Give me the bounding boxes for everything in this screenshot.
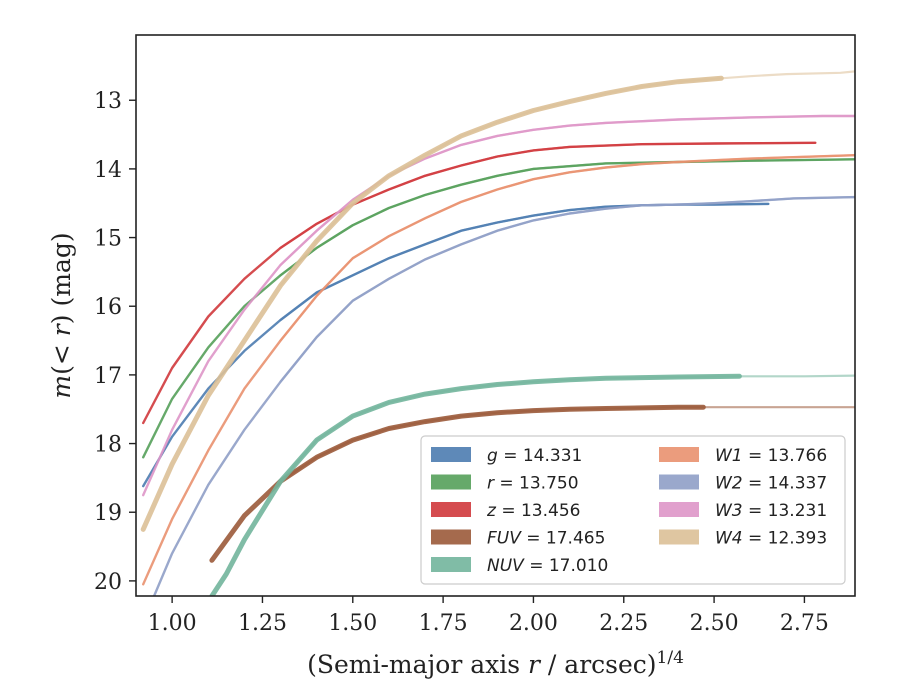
legend: g = 14.331 r = 13.750 z = 13.456 FUV = 17.4… <box>420 435 846 585</box>
series-w1 <box>142 154 855 586</box>
x-tick-label: 2.00 <box>509 611 558 636</box>
series-line-w1 <box>142 154 855 586</box>
legend-label: g = 14.331 <box>487 446 582 466</box>
x-tick-label: 2.25 <box>599 611 648 636</box>
y-tick-label: 20 <box>94 570 122 595</box>
legend-swatch <box>431 447 471 462</box>
legend-label: W4 = 12.393 <box>715 529 827 549</box>
series-line-nuv <box>209 373 742 596</box>
legend-item-w4: W4 = 12.393 <box>659 529 827 549</box>
y-tick-label: 17 <box>94 364 122 389</box>
legend-swatch <box>431 502 471 517</box>
series-line-w4 <box>140 75 724 532</box>
legend-item-nuv: NUV = 17.010 <box>431 556 608 576</box>
series-line-w2 <box>152 195 855 596</box>
legend-swatch <box>431 557 471 572</box>
series-line-w3 <box>142 114 855 497</box>
legend-frame <box>420 435 846 585</box>
y-tick-label: 14 <box>94 158 122 183</box>
series-line-fuv <box>209 404 706 563</box>
y-tick-label: 16 <box>94 295 122 320</box>
legend-label: W1 = 13.766 <box>715 446 827 466</box>
y-tick-label: 13 <box>94 89 122 114</box>
series-w4 <box>140 70 855 532</box>
legend-label: NUV = 17.010 <box>487 556 608 576</box>
legend-label: z = 13.456 <box>486 501 580 521</box>
y-tick-label: 19 <box>94 501 122 526</box>
legend-swatch <box>659 474 699 490</box>
legend-label: W2 = 14.337 <box>715 474 827 494</box>
tick-layer: 1.00 1.25 1.50 1.75 2.00 2.25 2.50 2.75 13 14 15 16… <box>94 89 829 636</box>
legend-item-z: z = 13.456 <box>431 501 580 521</box>
series-line-w1-model <box>279 154 855 342</box>
legend-swatch <box>431 529 471 545</box>
x-tick-label: 1.75 <box>419 611 468 636</box>
y-tick-label: 18 <box>94 433 122 458</box>
legend-item-w3: W3 = 13.231 <box>659 501 827 521</box>
data-layer <box>140 70 855 596</box>
legend-swatch <box>659 529 699 545</box>
series-line-g-model <box>279 202 770 322</box>
series-w2 <box>152 195 855 596</box>
series-line-z <box>142 141 817 425</box>
x-tick-label: 1.00 <box>148 611 197 636</box>
legend-label: FUV = 17.465 <box>487 529 605 549</box>
legend-item-w2: W2 = 14.337 <box>659 474 827 494</box>
y-tick-label: 15 <box>94 227 122 252</box>
legend-swatch <box>431 474 471 490</box>
x-tick-label: 2.50 <box>690 611 739 636</box>
y-axis-label: m(< r) (mag) <box>47 232 76 398</box>
legend-label: r = 13.750 <box>487 474 579 494</box>
legend-swatch <box>659 447 699 462</box>
x-tick-label: 1.25 <box>238 611 287 636</box>
series-line-w2-model <box>279 196 855 383</box>
x-tick-label: 1.50 <box>328 611 377 636</box>
legend-label: W3 = 13.231 <box>715 501 827 521</box>
legend-item-g: g = 14.331 <box>431 446 582 466</box>
legend-item-fuv: FUV = 17.465 <box>431 529 605 549</box>
series-nuv <box>209 373 855 596</box>
x-axis-label: (Semi-major axis r / arcsec)1/4 <box>307 648 684 679</box>
legend-swatch <box>659 502 699 517</box>
series-fuv <box>209 404 855 563</box>
series-z <box>142 141 817 425</box>
plot-frame <box>135 34 856 597</box>
series-line-r <box>142 158 855 459</box>
legend-item-r: r = 13.750 <box>431 474 579 494</box>
x-tick-label: 2.75 <box>780 611 829 636</box>
legend-item-w1: W1 = 13.766 <box>659 446 827 466</box>
